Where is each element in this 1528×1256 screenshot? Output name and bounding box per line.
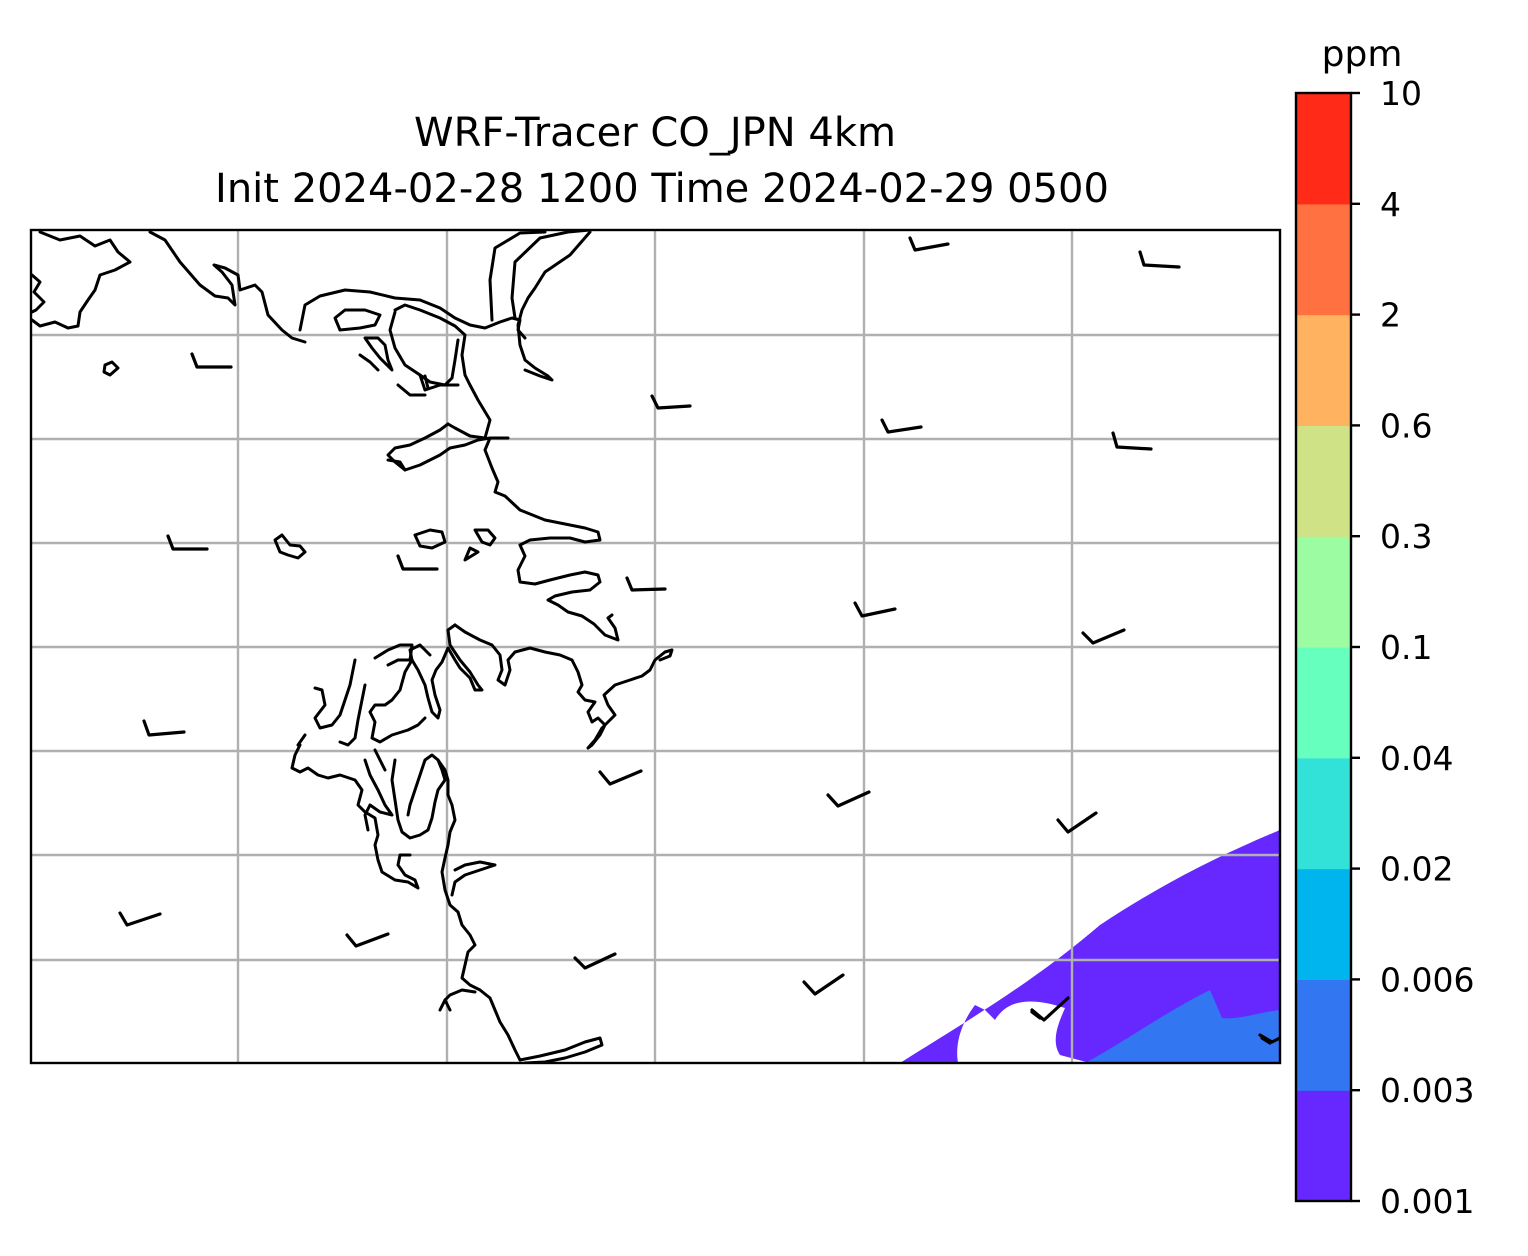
map-frame [29, 228, 1282, 1065]
colorbar-segment [1296, 757, 1351, 870]
wind-barbs [118, 236, 1280, 1045]
colorbar-tick-label: 0.02 [1380, 850, 1453, 889]
colorbar-segment [1296, 536, 1351, 648]
colorbar-tick-label: 0.003 [1380, 1071, 1474, 1110]
colorbar-tick-label: 0.6 [1380, 406, 1432, 445]
colorbar-ticks: 0.001 0.003 0.006 0.02 0.04 0.1 0.3 0.6 2 4 10 [1351, 74, 1474, 1221]
colorbar: ppm 0.001 0.003 0.006 0.02 0.04 0.1 0.3 0.6 2 4 10 [1294, 34, 1474, 1221]
colorbar-tick-label: 0.006 [1380, 960, 1474, 999]
colorbar-segment [1296, 1090, 1351, 1202]
colorbar-tick-label: 0.04 [1380, 739, 1453, 778]
colorbar-segments [1296, 93, 1351, 1202]
colorbar-segment [1296, 868, 1351, 980]
colorbar-tick-label: 4 [1380, 185, 1401, 224]
colorbar-tick-label: 10 [1380, 74, 1422, 113]
concentration-field-second [1085, 990, 1280, 1063]
gridlines [31, 230, 1280, 1063]
colorbar-segment [1296, 647, 1351, 759]
title-line-2: Init 2024-02-28 1200 Time 2024-02-29 050… [215, 166, 1109, 212]
colorbar-unit-label: ppm [1322, 34, 1403, 75]
title-line-1: WRF-Tracer CO_JPN 4km [414, 110, 896, 156]
map-panel [29, 228, 1282, 1065]
colorbar-segment [1296, 979, 1351, 1091]
colorbar-segment [1296, 314, 1351, 426]
colorbar-segment [1296, 203, 1351, 316]
colorbar-segment [1296, 425, 1351, 537]
colorbar-tick-label: 0.3 [1380, 517, 1432, 556]
coastlines [31, 230, 674, 1063]
colorbar-tick-label: 0.1 [1380, 628, 1432, 667]
colorbar-segment [1296, 93, 1351, 205]
colorbar-tick-label: 2 [1380, 296, 1401, 335]
colorbar-tick-label: 0.001 [1380, 1182, 1474, 1221]
concentration-field-gap [1003, 1026, 1054, 1063]
